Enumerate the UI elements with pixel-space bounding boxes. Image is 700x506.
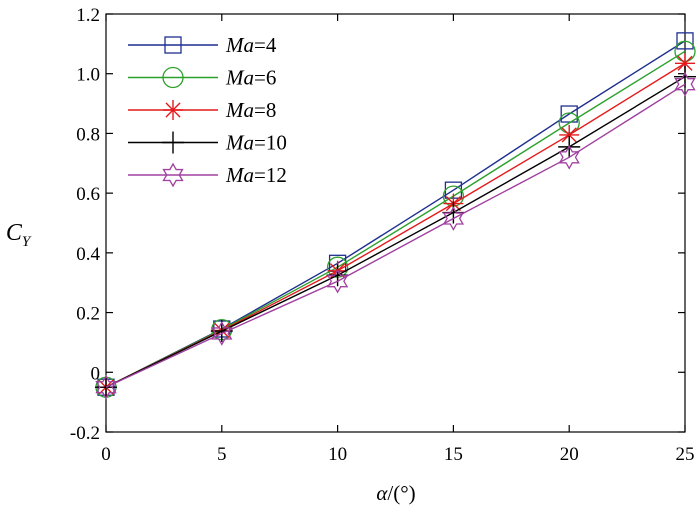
data-point-marker [674, 71, 696, 97]
series-line [105, 83, 686, 388]
x-tick-label: 15 [444, 444, 463, 465]
data-point-marker [442, 206, 465, 231]
y-axis-ticks: -0.2 0 0.2 0.4 0.6 0.8 1.0 1.2 [70, 5, 685, 444]
y-tick-label: 0.8 [76, 124, 100, 145]
data-point-marker [95, 376, 117, 399]
x-axis-label: α/(°) [376, 481, 415, 505]
legend-item: Ma=6 [128, 66, 276, 90]
series-ma-8 [96, 53, 695, 398]
y-tick-label: 0.2 [76, 304, 100, 325]
y-tick-label: 1.2 [76, 5, 100, 26]
data-point-marker [95, 374, 117, 400]
series-layer [95, 32, 696, 400]
legend-item: Ma=10 [128, 131, 287, 155]
legend-item: Ma=4 [128, 33, 277, 57]
series-ma-12 [95, 71, 696, 400]
legend-marker [162, 131, 184, 154]
legend-marker [164, 36, 182, 54]
legend-label: Ma=6 [225, 66, 276, 90]
x-tick-label: 10 [328, 444, 347, 465]
x-axis-label-unit: /(°) [387, 481, 415, 505]
legend-marker [162, 66, 184, 89]
legend-label: Ma=8 [225, 98, 276, 122]
data-point-marker [560, 105, 578, 123]
x-tick-label: 20 [560, 444, 579, 465]
y-axis-label: CY [6, 220, 32, 250]
data-point-marker [674, 65, 696, 88]
data-point-marker [211, 321, 233, 346]
y-tick-label: 1.0 [76, 65, 100, 86]
plot-border [105, 13, 686, 433]
x-axis-label-symbol: α [376, 481, 388, 505]
legend-item: Ma=8 [128, 98, 276, 122]
series-ma-6 [95, 40, 696, 398]
legend-label: Ma=12 [225, 163, 287, 187]
data-point-marker [558, 144, 580, 170]
x-tick-label: 0 [101, 444, 111, 465]
y-tick-label: 0 [91, 363, 101, 384]
legend-label: Ma=4 [225, 33, 277, 57]
x-tick-label: 5 [217, 444, 227, 465]
y-axis-label-subscript: Y [22, 234, 32, 250]
series-line [105, 62, 686, 388]
series-ma-4 [97, 32, 694, 396]
legend-item: Ma=12 [128, 162, 287, 188]
y-tick-label: 0.4 [76, 244, 100, 265]
y-axis-label-symbol: C [6, 220, 23, 246]
series-line [105, 50, 686, 388]
y-tick-label: -0.2 [70, 423, 100, 444]
y-tick-label: 0.6 [76, 184, 100, 205]
data-point-marker [326, 268, 349, 294]
plot-frame [105, 13, 686, 433]
data-point-marker [675, 53, 695, 74]
legend: Ma=4 Ma=6 Ma=8 Ma=10 Ma=12 [128, 33, 287, 188]
x-tick-label: 25 [676, 444, 695, 465]
legend-marker [163, 100, 183, 120]
series-line [105, 40, 686, 388]
legend-label: Ma=10 [225, 131, 287, 155]
x-axis-ticks: 0 5 10 15 20 25 [101, 14, 695, 465]
data-point-marker [676, 32, 694, 50]
series-line [105, 76, 686, 388]
legend-marker [162, 162, 184, 188]
